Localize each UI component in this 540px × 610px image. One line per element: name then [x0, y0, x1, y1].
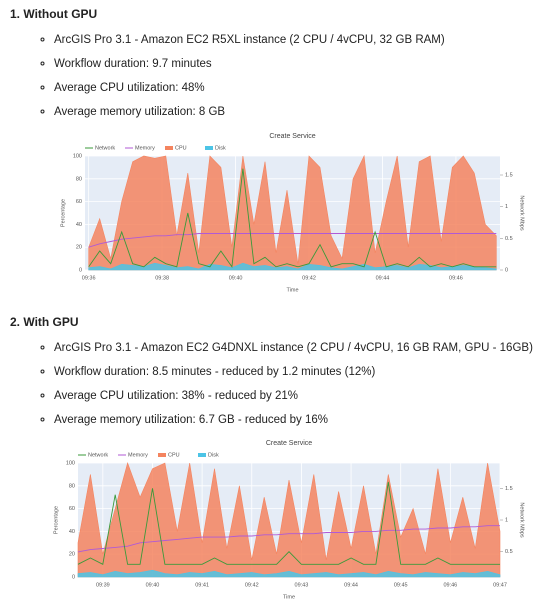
x-tick-label: 09:39 [96, 582, 110, 588]
x-tick-label: 09:40 [229, 275, 243, 281]
y-tick-label: 20 [69, 552, 75, 558]
y-tick-label: 80 [69, 483, 75, 489]
bullet: Average CPU utilization: 48% [54, 76, 534, 100]
legend-label: Memory [135, 145, 155, 151]
series-line [88, 168, 497, 269]
y2-tick-label: 1.5 [505, 486, 513, 492]
x-axis-label: Time [283, 594, 295, 600]
legend-label: Network [95, 145, 115, 151]
y-tick-label: 100 [73, 153, 82, 159]
y2-axis-label: Network Mbps [519, 195, 525, 230]
chart: Create Service 0 20 40 60 80 100 09:36 09:38 09:4… [60, 133, 525, 294]
y2-tick-label: 0.5 [505, 549, 513, 555]
x-tick-label: 09:36 [82, 275, 96, 281]
bullet: Average CPU utilization: 38% - reduced b… [54, 384, 534, 408]
legend-swatch [198, 453, 206, 457]
y-tick-label: 0 [79, 267, 82, 273]
chart: Create Service 0 20 40 60 80 100 09:39 09:40 09:4… [53, 440, 525, 601]
bullet: Average memory utilization: 8 GB [54, 100, 534, 124]
x-tick-label: 09:41 [195, 582, 209, 588]
bullet: ArcGIS Pro 3.1 - Amazon EC2 G4DNXL insta… [54, 336, 534, 360]
section-heading: 1. Without GPU [10, 7, 98, 21]
x-tick-label: 09:38 [155, 275, 169, 281]
y-tick-label: 100 [66, 460, 75, 466]
y-tick-label: 60 [76, 199, 82, 205]
bullet-list: ArcGIS Pro 3.1 - Amazon EC2 R5XL instanc… [0, 28, 534, 124]
x-axis-label: Time [286, 287, 298, 293]
series-area [88, 154, 497, 271]
series-line [77, 525, 500, 553]
x-tick-label: 09:40 [146, 582, 160, 588]
chart-title: Create Service [269, 133, 315, 140]
y-tick-label: 20 [76, 245, 82, 251]
bullet: Average memory utilization: 6.7 GB - red… [54, 408, 534, 432]
bullet: Workflow duration: 9.7 minutes [54, 52, 534, 76]
legend-label: Disk [208, 452, 219, 458]
y-tick-label: 60 [69, 506, 75, 512]
y2-tick-label: 1 [505, 204, 508, 210]
bullet: Workflow duration: 8.5 minutes - reduced… [54, 360, 534, 384]
legend-swatch [158, 453, 166, 457]
bullet: ArcGIS Pro 3.1 - Amazon EC2 R5XL instanc… [54, 28, 534, 52]
y2-tick-label: 1 [505, 517, 508, 523]
bullet-list: ArcGIS Pro 3.1 - Amazon EC2 G4DNXL insta… [0, 336, 534, 432]
series-line [88, 233, 497, 248]
legend-swatch [205, 146, 213, 150]
x-tick-label: 09:44 [344, 582, 358, 588]
legend-label: Memory [128, 452, 148, 458]
y2-axis-label: Network Mbps [519, 502, 525, 537]
y2-tick-label: 1.5 [505, 172, 513, 178]
y-tick-label: 0 [72, 574, 75, 580]
x-tick-label: 09:46 [443, 582, 457, 588]
y-axis-label: Percentage [60, 199, 66, 227]
series-area [77, 462, 501, 578]
y-axis-label: Percentage [53, 506, 59, 534]
legend-label: CPU [168, 452, 180, 458]
y2-tick-label: 0.5 [505, 236, 513, 242]
series-area [77, 569, 501, 578]
y2-tick-label: 0 [505, 267, 508, 273]
legend-swatch [165, 146, 173, 150]
x-tick-label: 09:46 [449, 275, 463, 281]
x-tick-label: 09:42 [302, 275, 316, 281]
legend-label: CPU [175, 145, 187, 151]
chart-title: Create Service [266, 440, 312, 447]
y-tick-label: 40 [69, 529, 75, 535]
legend-label: Network [88, 452, 108, 458]
y-tick-label: 80 [76, 176, 82, 182]
x-tick-label: 09:42 [245, 582, 259, 588]
section-heading: 2. With GPU [10, 315, 79, 329]
x-tick-label: 09:43 [295, 582, 309, 588]
x-tick-label: 09:44 [376, 275, 390, 281]
x-tick-label: 09:47 [493, 582, 507, 588]
legend-label: Disk [215, 145, 226, 151]
x-tick-label: 09:45 [394, 582, 408, 588]
series-line [77, 481, 500, 565]
y-tick-label: 40 [76, 222, 82, 228]
